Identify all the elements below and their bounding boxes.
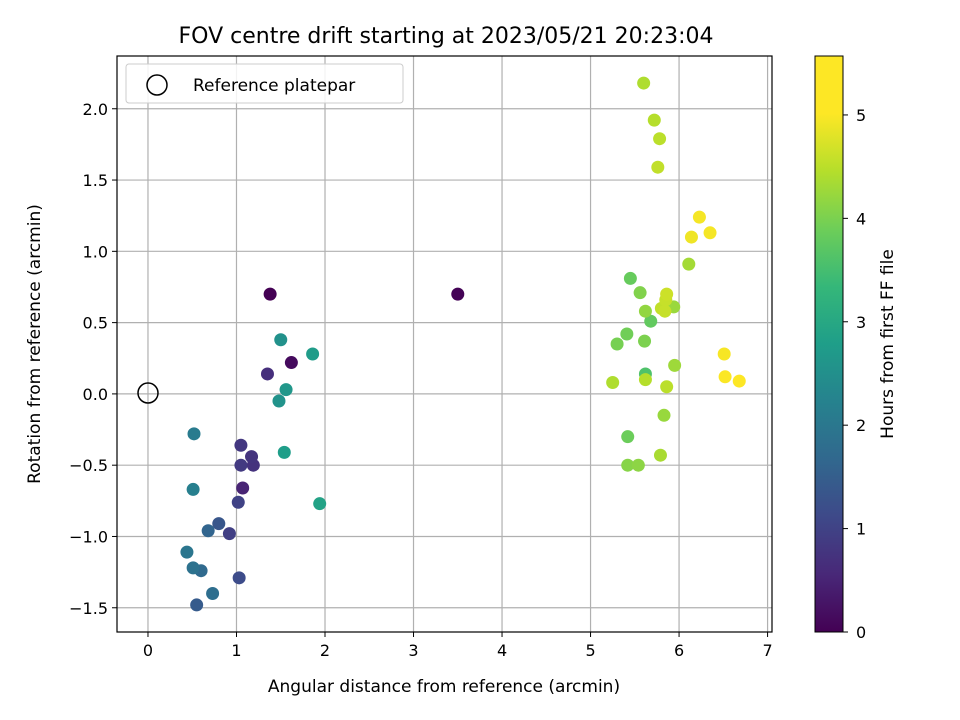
- data-point: [660, 380, 674, 394]
- x-tick-label: 3: [408, 641, 418, 660]
- data-point: [279, 383, 293, 397]
- data-point: [637, 76, 651, 90]
- data-point: [231, 495, 245, 509]
- x-tick-label: 2: [320, 641, 330, 660]
- data-point: [638, 304, 652, 318]
- y-axis-ticks: −1.5 −1.0 −0.5 0.0 0.5 1.0 1.5 2.0: [69, 100, 117, 618]
- data-point: [651, 160, 665, 174]
- data-point: [623, 271, 637, 285]
- data-point: [284, 356, 298, 370]
- data-point: [236, 481, 250, 495]
- data-point: [621, 430, 635, 444]
- y-tick-label: 0.0: [83, 385, 108, 404]
- x-tick-label: 5: [585, 641, 595, 660]
- colorbar-tick-label: 0: [856, 623, 866, 642]
- plot-area: [117, 56, 772, 632]
- data-point: [234, 438, 248, 452]
- reference-platepar-marker: [137, 382, 159, 404]
- x-axis-ticks: 0 1 2 3 4 5 6 7: [143, 632, 773, 660]
- data-point: [186, 482, 200, 496]
- data-points: [180, 76, 746, 612]
- plot-frame: [116, 55, 773, 633]
- x-tick-label: 0: [143, 641, 153, 660]
- data-point: [451, 287, 465, 301]
- data-point: [647, 113, 661, 127]
- data-point: [638, 373, 652, 387]
- data-point: [201, 524, 215, 538]
- data-point: [180, 545, 194, 559]
- data-point: [732, 374, 746, 388]
- data-point: [660, 287, 674, 301]
- y-tick-label: 2.0: [83, 100, 108, 119]
- data-point: [186, 561, 200, 575]
- data-point: [658, 304, 672, 318]
- data-point: [718, 370, 732, 384]
- x-tick-label: 4: [497, 641, 507, 660]
- y-axis-label: Rotation from reference (arcmin): [25, 204, 45, 484]
- y-tick-label: 1.5: [83, 171, 108, 190]
- x-axis-label: Angular distance from reference (arcmin): [268, 677, 620, 697]
- data-point: [606, 375, 620, 389]
- legend-box: [125, 63, 404, 104]
- data-point: [703, 226, 717, 240]
- colorbar-tick-label: 5: [856, 106, 866, 125]
- data-point: [657, 408, 671, 422]
- data-point: [668, 358, 682, 372]
- colorbar-tick-label: 4: [856, 209, 866, 228]
- grid: [117, 56, 772, 632]
- y-tick-label: −1.5: [69, 599, 108, 618]
- y-tick-label: −0.5: [69, 456, 108, 475]
- data-point: [313, 497, 327, 511]
- data-point: [692, 210, 706, 224]
- data-point: [187, 427, 201, 441]
- x-tick-label: 1: [231, 641, 241, 660]
- colorbar-tick-label: 1: [856, 520, 866, 539]
- data-point: [717, 347, 731, 361]
- data-point: [212, 517, 226, 531]
- data-point: [277, 445, 291, 459]
- colorbar: 0 1 2 3 4 5 Hours from first FF file: [814, 55, 898, 642]
- data-point: [621, 458, 635, 472]
- data-point: [653, 132, 667, 146]
- data-point: [274, 333, 288, 347]
- legend-label: Reference platepar: [193, 76, 355, 96]
- y-tick-label: −1.0: [69, 527, 108, 546]
- data-point: [272, 394, 286, 408]
- data-point: [206, 587, 220, 601]
- data-point: [232, 571, 246, 585]
- data-point: [263, 287, 277, 301]
- data-point: [644, 314, 658, 328]
- colorbar-tick-label: 3: [856, 313, 866, 332]
- y-tick-label: 1.0: [83, 242, 108, 261]
- data-point: [631, 458, 645, 472]
- data-point: [633, 286, 647, 300]
- colorbar-ticks: 0 1 2 3 4 5: [843, 106, 866, 642]
- data-point: [222, 527, 236, 541]
- data-point: [260, 367, 274, 381]
- data-point: [684, 230, 698, 244]
- colorbar-gradient: [814, 55, 844, 633]
- chart-title: FOV centre drift starting at 2023/05/21 …: [179, 24, 714, 49]
- x-tick-label: 7: [762, 641, 772, 660]
- colorbar-tick-label: 2: [856, 416, 866, 435]
- data-point: [638, 334, 652, 348]
- legend-marker: [146, 74, 168, 96]
- y-tick-label: 0.5: [83, 314, 108, 333]
- data-point: [610, 337, 624, 351]
- data-point: [190, 598, 204, 612]
- data-point: [620, 327, 634, 341]
- data-point: [682, 257, 696, 271]
- legend: Reference platepar: [125, 63, 404, 104]
- data-point: [306, 347, 320, 361]
- data-point: [234, 458, 248, 472]
- data-point: [245, 450, 259, 464]
- data-point: [653, 448, 667, 462]
- colorbar-label: Hours from first FF file: [878, 249, 898, 439]
- x-tick-label: 6: [674, 641, 684, 660]
